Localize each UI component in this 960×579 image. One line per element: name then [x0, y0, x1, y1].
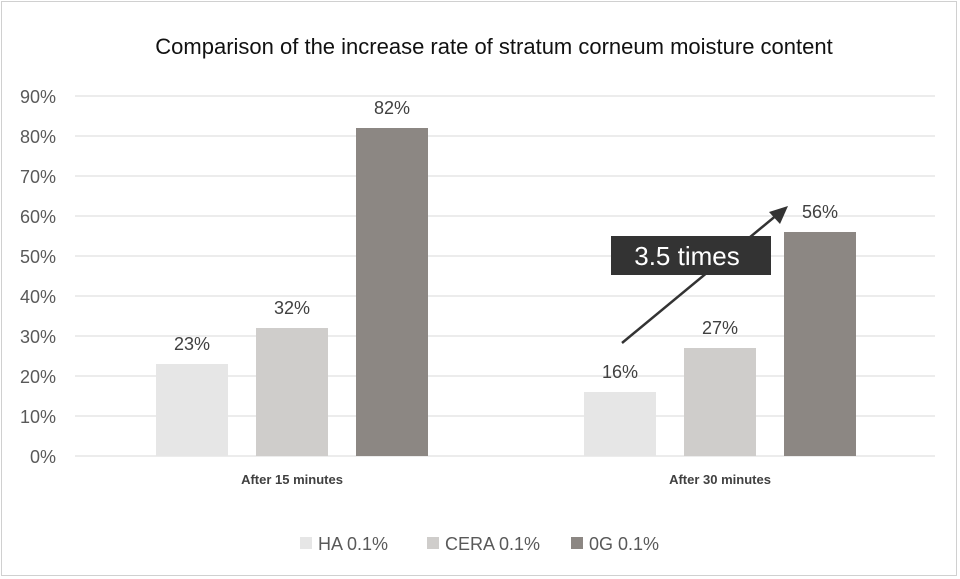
y-tick-label: 90% [20, 87, 56, 107]
bar [584, 392, 656, 456]
bar [684, 348, 756, 456]
annotation-box [611, 236, 771, 275]
y-axis-ticks: 0% 10% 20% 30% 40% 50% 60% 70% 80% 90% [20, 87, 56, 467]
legend-item: CERA 0.1% [427, 534, 540, 554]
legend-label: HA 0.1% [318, 534, 388, 554]
data-label: 27% [702, 318, 738, 338]
x-axis-categories: After 15 minutes After 30 minutes [241, 472, 771, 487]
arrow-head-icon [769, 206, 788, 224]
y-tick-label: 40% [20, 287, 56, 307]
y-tick-label: 0% [30, 447, 56, 467]
data-label: 82% [374, 98, 410, 118]
chart-title: Comparison of the increase rate of strat… [155, 34, 832, 59]
bar [156, 364, 228, 456]
legend-item: HA 0.1% [300, 534, 388, 554]
data-label: 23% [174, 334, 210, 354]
x-category-label: After 30 minutes [669, 472, 771, 487]
legend-label: CERA 0.1% [445, 534, 540, 554]
data-label: 56% [802, 202, 838, 222]
legend-item: 0G 0.1% [571, 534, 659, 554]
data-label: 16% [602, 362, 638, 382]
y-tick-label: 30% [20, 327, 56, 347]
legend-swatch [571, 537, 583, 549]
legend-label: 0G 0.1% [589, 534, 659, 554]
y-tick-label: 10% [20, 407, 56, 427]
y-tick-label: 20% [20, 367, 56, 387]
bar [356, 128, 428, 456]
annotation-text: 3.5 times [634, 241, 740, 271]
y-tick-label: 50% [20, 247, 56, 267]
legend: HA 0.1% CERA 0.1% 0G 0.1% [300, 534, 659, 554]
data-label: 32% [274, 298, 310, 318]
bar [256, 328, 328, 456]
annotation: 3.5 times [611, 206, 788, 344]
y-tick-label: 80% [20, 127, 56, 147]
arrow-line [621, 213, 779, 344]
x-category-label: After 15 minutes [241, 472, 343, 487]
bars: 23% 32% 82% 16% 27% 56% [156, 98, 856, 456]
y-tick-label: 70% [20, 167, 56, 187]
y-tick-label: 60% [20, 207, 56, 227]
legend-swatch [300, 537, 312, 549]
bar [784, 232, 856, 456]
legend-swatch [427, 537, 439, 549]
